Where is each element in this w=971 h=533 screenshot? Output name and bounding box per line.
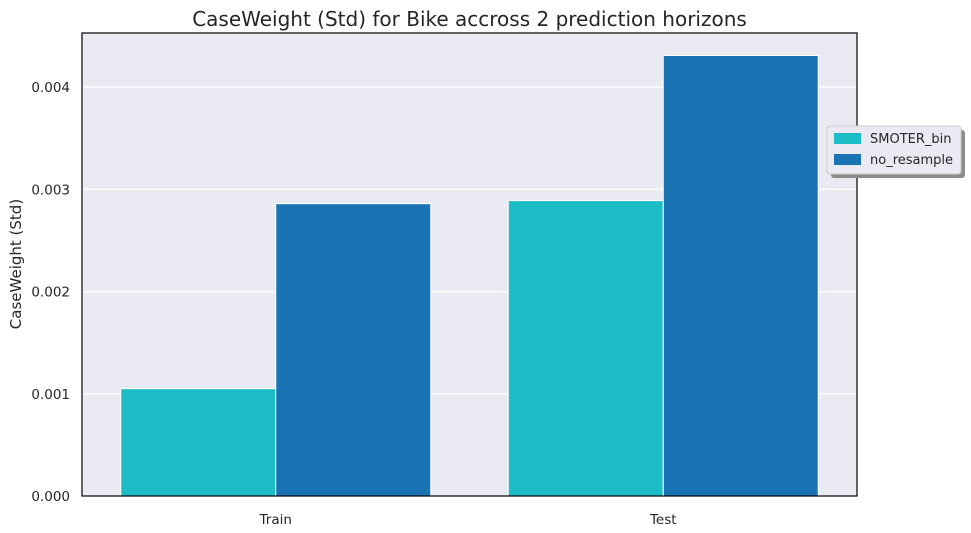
x-tick-label: Test bbox=[649, 512, 677, 528]
bars bbox=[120, 54, 819, 497]
legend-items: SMOTER_bin no_resample bbox=[834, 132, 953, 168]
y-tick-label: 0.004 bbox=[31, 80, 70, 96]
legend-label: SMOTER_bin bbox=[870, 132, 952, 147]
x-axis-ticks: Train Test bbox=[259, 512, 677, 528]
y-axis-ticks: 0.000 0.001 0.002 0.003 0.004 bbox=[31, 80, 70, 505]
chart-title: CaseWeight (Std) for Bike accross 2 pred… bbox=[192, 7, 747, 31]
legend-swatch bbox=[834, 133, 861, 144]
y-tick-label: 0.003 bbox=[31, 182, 70, 198]
bar-smoter-bin-test bbox=[507, 200, 664, 497]
y-tick-label: 0.001 bbox=[31, 387, 70, 403]
legend-label: no_resample bbox=[870, 153, 953, 168]
legend: SMOTER_bin no_resample bbox=[826, 125, 965, 178]
bar-no-resample-train bbox=[275, 203, 432, 497]
y-tick-label: 0.000 bbox=[31, 489, 70, 505]
legend-swatch bbox=[834, 154, 861, 165]
plot-frame bbox=[81, 32, 858, 497]
bar-smoter-bin-train bbox=[120, 388, 277, 497]
y-tick-label: 0.002 bbox=[31, 285, 70, 301]
bar-no-resample-test bbox=[662, 54, 819, 497]
y-axis-label: CaseWeight (Std) bbox=[7, 199, 25, 329]
x-tick-label: Train bbox=[259, 512, 292, 528]
